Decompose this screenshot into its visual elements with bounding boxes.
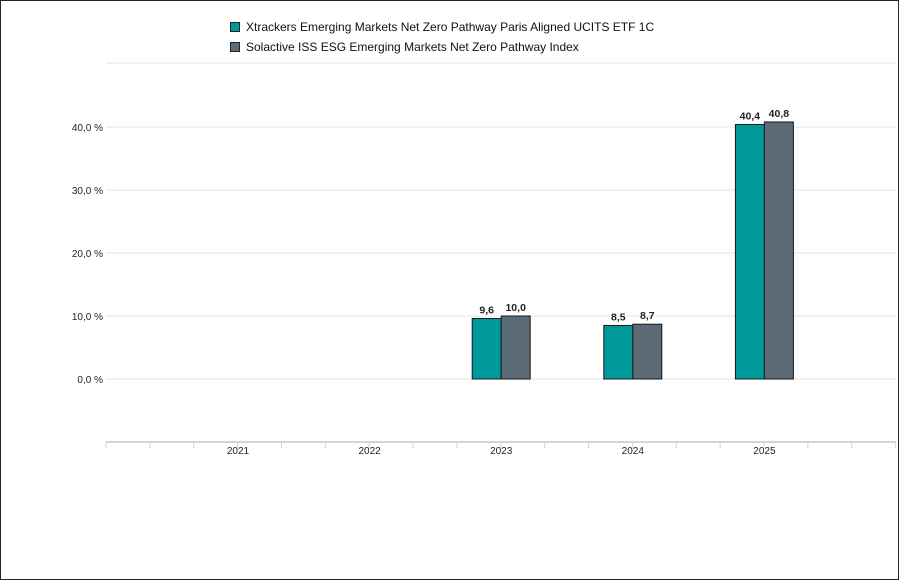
x-tick-label: 2025: [753, 446, 776, 457]
bar-etf-2023: [471, 318, 502, 380]
legend-label-etf: Xtrackers Emerging Markets Net Zero Path…: [246, 20, 655, 34]
legend-swatch-etf: [230, 22, 240, 32]
data-label-etf-2025: 40,4: [740, 110, 761, 122]
data-label-index-2024: 8,7: [640, 310, 655, 322]
x-tick-label: 2022: [358, 446, 381, 457]
y-tick-label: 0,0 %: [77, 375, 103, 386]
legend-swatch-index: [230, 42, 240, 52]
y-tick-label: 10,0 %: [72, 312, 103, 323]
x-tick-label: 2021: [227, 446, 250, 457]
y-tick-label: 30,0 %: [72, 186, 103, 197]
legend-item-index[interactable]: Solactive ISS ESG Emerging Markets Net Z…: [230, 37, 654, 57]
data-label-index-2023: 10,0: [505, 302, 526, 314]
bar-etf-2024: [603, 324, 634, 380]
bar-index-2025: [763, 121, 794, 380]
data-label-index-2025: 40,8: [769, 108, 790, 120]
data-label-etf-2023: 9,6: [479, 305, 494, 317]
x-tick-label: 2024: [622, 446, 645, 457]
data-label-etf-2024: 8,5: [611, 311, 626, 323]
legend-item-etf[interactable]: Xtrackers Emerging Markets Net Zero Path…: [230, 17, 654, 37]
y-tick-label: 20,0 %: [72, 249, 103, 260]
legend-label-index: Solactive ISS ESG Emerging Markets Net Z…: [246, 40, 579, 54]
y-tick-label: 40,0 %: [72, 123, 103, 134]
bar-index-2023: [500, 315, 531, 380]
x-tick-label: 2023: [490, 446, 513, 457]
bar-etf-2025: [734, 123, 765, 380]
legend: Xtrackers Emerging Markets Net Zero Path…: [230, 17, 654, 57]
bar-index-2024: [632, 323, 663, 380]
